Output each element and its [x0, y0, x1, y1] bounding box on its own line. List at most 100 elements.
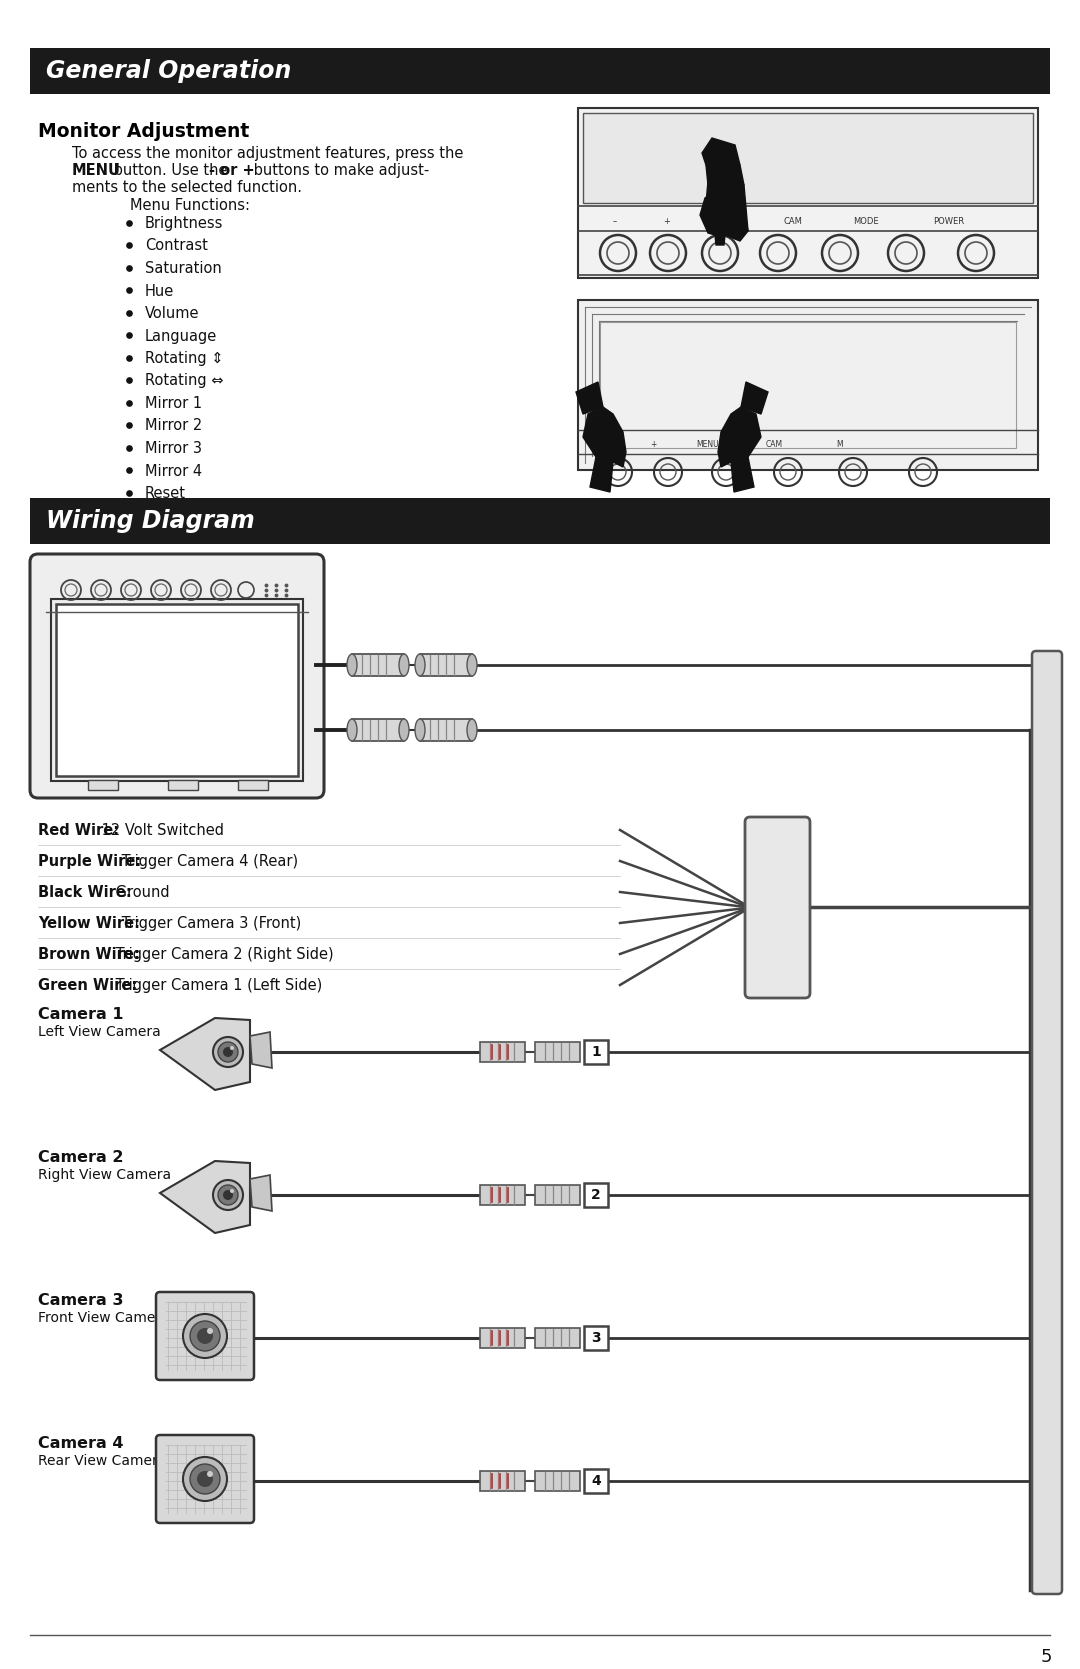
- Text: MENU: MENU: [696, 441, 718, 449]
- FancyBboxPatch shape: [1032, 651, 1062, 1594]
- Text: CAM: CAM: [783, 217, 801, 225]
- Polygon shape: [160, 1162, 249, 1233]
- Circle shape: [222, 1190, 233, 1200]
- FancyBboxPatch shape: [156, 1435, 254, 1524]
- Text: –: –: [610, 441, 613, 449]
- Text: Wiring Diagram: Wiring Diagram: [46, 509, 255, 532]
- Polygon shape: [160, 1018, 249, 1090]
- Bar: [352, 719, 404, 741]
- Text: Red Wire:: Red Wire:: [38, 823, 119, 838]
- Text: Menu Functions:: Menu Functions:: [130, 199, 249, 214]
- Polygon shape: [590, 457, 613, 492]
- Text: Purple Wire:: Purple Wire:: [38, 855, 141, 870]
- Ellipse shape: [347, 719, 357, 741]
- Text: Mirror 3: Mirror 3: [145, 441, 202, 456]
- FancyBboxPatch shape: [745, 818, 810, 998]
- Text: ments to the selected function.: ments to the selected function.: [72, 180, 302, 195]
- Bar: [238, 779, 268, 789]
- Text: Camera 2: Camera 2: [38, 1150, 123, 1165]
- Ellipse shape: [467, 654, 477, 676]
- Bar: [584, 1183, 608, 1207]
- Bar: [30, 48, 1050, 93]
- Circle shape: [197, 1329, 213, 1344]
- Text: Camera 4: Camera 4: [38, 1435, 123, 1450]
- Polygon shape: [249, 1031, 272, 1068]
- Text: 1: 1: [591, 1045, 600, 1060]
- Bar: [352, 654, 404, 676]
- Text: –: –: [613, 217, 618, 225]
- Ellipse shape: [467, 719, 477, 741]
- Circle shape: [230, 1046, 234, 1050]
- Text: Right View Camera: Right View Camera: [38, 1168, 171, 1182]
- Ellipse shape: [399, 719, 409, 741]
- Text: 3: 3: [591, 1330, 600, 1345]
- Bar: [480, 1041, 525, 1061]
- Text: Contrast: Contrast: [145, 239, 207, 254]
- Bar: [56, 604, 298, 776]
- Text: MODE: MODE: [853, 217, 879, 225]
- Bar: [480, 1185, 525, 1205]
- Text: Black Wire:: Black Wire:: [38, 885, 132, 900]
- Bar: [535, 1329, 580, 1349]
- Text: Hue: Hue: [145, 284, 174, 299]
- Circle shape: [222, 1046, 233, 1056]
- Polygon shape: [576, 382, 603, 414]
- Ellipse shape: [415, 654, 426, 676]
- Bar: [578, 108, 1038, 279]
- Text: Green Wire:: Green Wire:: [38, 978, 137, 993]
- Text: Yellow Wire:: Yellow Wire:: [38, 916, 140, 931]
- Bar: [584, 1040, 608, 1065]
- Bar: [584, 1325, 608, 1350]
- FancyBboxPatch shape: [30, 554, 324, 798]
- Ellipse shape: [415, 719, 426, 741]
- Polygon shape: [731, 457, 754, 492]
- Bar: [30, 497, 1050, 544]
- Text: 5: 5: [1040, 1647, 1052, 1666]
- Text: Mirror 2: Mirror 2: [145, 419, 202, 434]
- Text: Camera 1: Camera 1: [38, 1006, 123, 1021]
- Text: CAM: CAM: [766, 441, 783, 449]
- Text: To access the monitor adjustment features, press the: To access the monitor adjustment feature…: [72, 145, 463, 160]
- Bar: [535, 1470, 580, 1490]
- Text: Mirror 1: Mirror 1: [145, 396, 202, 411]
- Text: buttons to make adjust-: buttons to make adjust-: [249, 164, 429, 179]
- Ellipse shape: [399, 654, 409, 676]
- Polygon shape: [249, 1175, 272, 1212]
- Text: Monitor Adjustment: Monitor Adjustment: [38, 122, 249, 140]
- Bar: [87, 779, 118, 789]
- Circle shape: [197, 1470, 213, 1487]
- Text: Brightness: Brightness: [145, 215, 224, 230]
- Bar: [578, 300, 1038, 471]
- Bar: [535, 1185, 580, 1205]
- Bar: [583, 113, 1032, 204]
- Bar: [420, 719, 472, 741]
- Circle shape: [230, 1188, 234, 1193]
- Text: Camera 3: Camera 3: [38, 1293, 123, 1308]
- Text: Trigger Camera 4 (Rear): Trigger Camera 4 (Rear): [118, 855, 298, 870]
- Text: Front View Camera: Front View Camera: [38, 1312, 170, 1325]
- Bar: [168, 779, 198, 789]
- Text: button. Use the: button. Use the: [109, 164, 232, 179]
- Polygon shape: [741, 382, 768, 414]
- Bar: [600, 322, 1016, 447]
- Circle shape: [218, 1041, 238, 1061]
- Ellipse shape: [347, 654, 357, 676]
- Text: 12 Volt Switched: 12 Volt Switched: [97, 823, 225, 838]
- Bar: [480, 1329, 525, 1349]
- Polygon shape: [702, 139, 740, 165]
- Bar: [535, 1041, 580, 1061]
- Text: Left View Camera: Left View Camera: [38, 1025, 161, 1040]
- Text: +: +: [650, 441, 657, 449]
- Text: General Operation: General Operation: [46, 58, 292, 83]
- Text: Reset: Reset: [145, 486, 186, 501]
- Bar: [420, 654, 472, 676]
- Text: Trigger Camera 3 (Front): Trigger Camera 3 (Front): [118, 916, 301, 931]
- Circle shape: [183, 1314, 227, 1359]
- Polygon shape: [718, 407, 761, 467]
- Polygon shape: [700, 190, 748, 245]
- Bar: [584, 1469, 608, 1494]
- Text: POWER: POWER: [933, 217, 964, 225]
- Circle shape: [213, 1036, 243, 1066]
- Polygon shape: [706, 165, 744, 185]
- Text: Trigger Camera 2 (Right Side): Trigger Camera 2 (Right Side): [110, 946, 334, 961]
